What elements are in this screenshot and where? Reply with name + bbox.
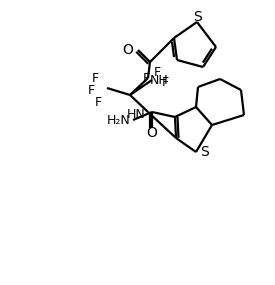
Text: O: O bbox=[147, 126, 157, 140]
Text: S: S bbox=[200, 145, 209, 159]
Text: F: F bbox=[88, 84, 95, 97]
Text: HN: HN bbox=[127, 107, 146, 121]
Text: NH: NH bbox=[150, 74, 169, 87]
Text: S: S bbox=[192, 10, 201, 24]
Text: O: O bbox=[122, 43, 133, 57]
Text: H₂N: H₂N bbox=[106, 113, 130, 127]
Text: F: F bbox=[95, 95, 102, 109]
Text: F: F bbox=[92, 72, 99, 84]
Text: F: F bbox=[162, 76, 169, 89]
Text: F: F bbox=[143, 72, 150, 84]
Text: F: F bbox=[154, 66, 161, 78]
